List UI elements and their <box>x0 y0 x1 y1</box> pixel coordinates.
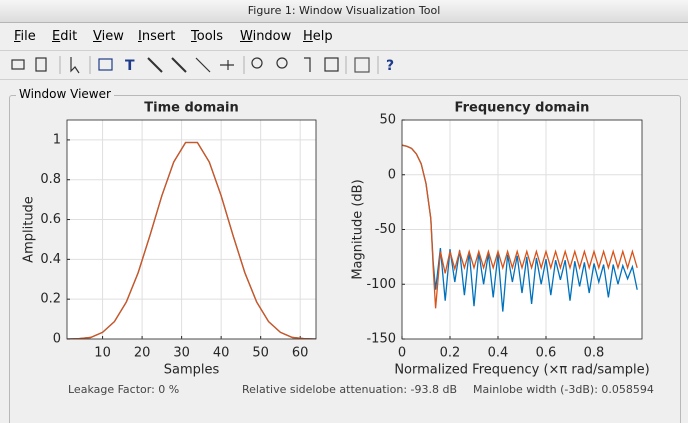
menu-item[interactable]: Tools <box>191 29 224 44</box>
x-tick-label: 10 <box>94 346 111 361</box>
menu-bar: File Edit View Insert Tools Window Help <box>0 26 688 48</box>
axes-box <box>66 119 317 340</box>
toolbar: T ? <box>0 50 688 80</box>
x-tick-label: 0.8 <box>584 346 605 361</box>
series-line <box>402 144 638 312</box>
series-line <box>402 144 638 309</box>
y-tick-label: -150 <box>366 332 396 347</box>
leakage-factor: Leakage Factor: 0 % <box>68 383 180 396</box>
menu-item[interactable]: Insert <box>138 29 176 44</box>
x-tick-label: 60 <box>292 346 309 361</box>
print-button[interactable] <box>11 59 25 70</box>
window-title: Figure 1: Window Visualization Tool <box>0 0 688 23</box>
x-tick-label: 0 <box>398 346 406 361</box>
zoom-out-button[interactable] <box>276 57 288 69</box>
y-tick-label: 1 <box>53 132 61 147</box>
y-axis-label: Amplitude <box>22 196 37 263</box>
y-tick-label: 0 <box>53 332 61 347</box>
pan-button[interactable] <box>304 57 311 72</box>
plot-area <box>67 120 316 339</box>
x-tick-label: 50 <box>252 346 269 361</box>
help-button[interactable]: ? <box>386 58 394 74</box>
menu-item[interactable]: Help <box>303 29 333 44</box>
y-tick-label: -100 <box>366 277 396 292</box>
text-button[interactable]: T <box>125 58 135 74</box>
x-tick-label: 0.2 <box>440 346 461 361</box>
y-tick-label: -50 <box>375 222 396 237</box>
y-tick-label: 50 <box>379 113 396 128</box>
x-axis-label: Normalized Frequency (×π rad/sample) <box>394 363 649 378</box>
menu-item[interactable]: File <box>14 29 36 44</box>
zoom-in-button[interactable] <box>251 57 263 69</box>
menu-item[interactable]: View <box>93 29 124 44</box>
y-tick-label: 0.8 <box>40 172 61 187</box>
pin-button[interactable] <box>220 60 234 70</box>
series-line <box>67 141 316 339</box>
legend-button[interactable] <box>354 57 370 73</box>
menu-item[interactable]: Edit <box>52 29 78 44</box>
select-button[interactable] <box>70 57 80 74</box>
rect-button[interactable] <box>98 58 113 71</box>
menu-item[interactable]: Window <box>240 29 292 44</box>
line-button[interactable] <box>195 57 211 73</box>
mainlobe-width: Mainlobe width (-3dB): 0.058594 <box>473 383 654 396</box>
arrow-button[interactable] <box>147 57 163 73</box>
preview-button[interactable] <box>35 57 47 72</box>
panel-title: Window Viewer <box>16 87 114 101</box>
x-tick-label: 40 <box>213 346 230 361</box>
arrow-button[interactable] <box>171 57 187 73</box>
fit-button[interactable] <box>324 57 339 72</box>
axes-box <box>401 119 643 340</box>
y-tick-label: 0.2 <box>40 292 61 307</box>
x-tick-label: 20 <box>134 346 151 361</box>
chart-title: Time domain <box>144 101 238 116</box>
x-tick-label: 0.6 <box>536 346 557 361</box>
x-tick-label: 0.4 <box>488 346 509 361</box>
y-tick-label: 0 <box>388 167 396 182</box>
y-tick-label: 0.4 <box>40 252 61 267</box>
y-axis-label: Magnitude (dB) <box>351 179 366 279</box>
sidelobe-attenuation: Relative sidelobe attenuation: -93.8 dB <box>242 383 458 396</box>
y-tick-label: 0.6 <box>40 212 61 227</box>
chart-title: Frequency domain <box>455 101 590 116</box>
x-axis-label: Samples <box>164 363 220 378</box>
panel <box>9 95 681 423</box>
x-tick-label: 30 <box>173 346 190 361</box>
